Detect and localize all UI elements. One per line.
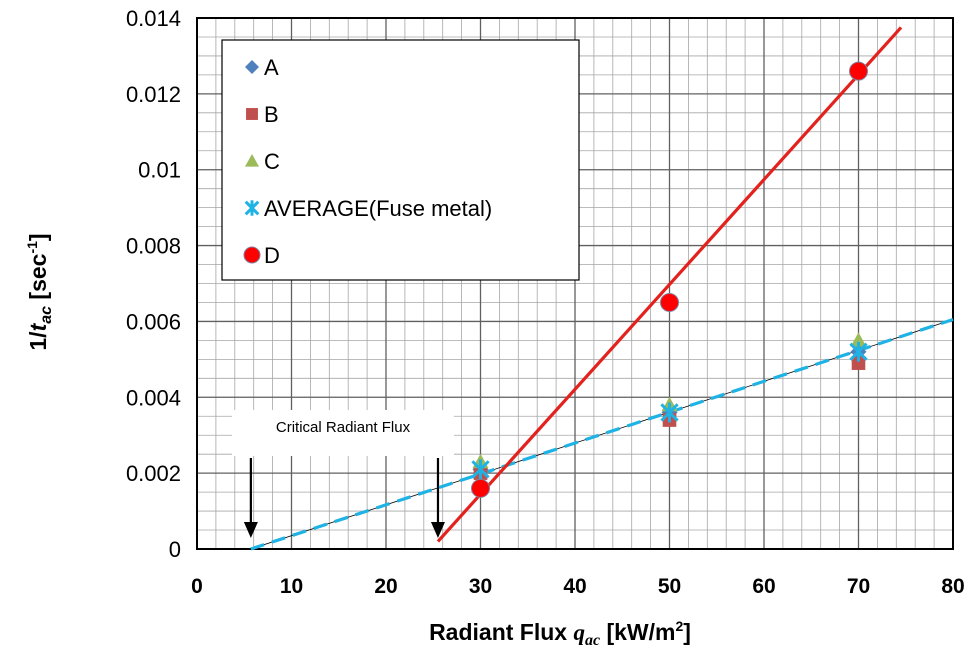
data-point-C [850,332,867,347]
y-axis-ticks: 0 0.002 0.004 0.006 0.008 0.01 0.012 0.014 [126,6,181,562]
legend-label: B [264,102,279,127]
legend-label: A [264,55,279,80]
legend: ABC AVERAGE(Fuse metal) D [221,39,580,281]
x-tick-label: 20 [374,575,397,598]
annotation-label-box [232,410,454,456]
legend-label: AVERAGE(Fuse metal) [264,196,492,221]
legend-symbol [243,246,261,264]
x-tick-label: 40 [563,575,586,598]
legend-symbol [245,60,259,74]
data-point-D [849,61,868,81]
trendline-solid [436,26,903,543]
data-point-AVERAGE(Fuse metal) [471,459,490,480]
legend-symbol [244,200,260,216]
y-tick-label: 0 [169,537,181,562]
x-axis-ticks: 0 10 20 30 40 50 60 70 80 [191,575,965,598]
data-point-D [660,292,679,312]
y-tick-label: 0.006 [126,309,181,334]
x-tick-label: 10 [280,575,303,598]
data-markers [471,61,868,498]
trendlines [250,26,954,551]
y-axis-title: 1/tac [sec-1] [24,233,55,350]
x-tick-label: 70 [847,575,870,598]
legend-symbol [246,108,258,120]
annotation-arrow-head [430,522,445,538]
legend-box [221,39,580,281]
legend-items: ABC AVERAGE(Fuse metal) D [243,55,492,268]
data-point-AVERAGE(Fuse metal) [660,402,679,423]
legend-label: D [264,243,280,268]
data-point-B [851,356,866,370]
annotation-label: Critical Radiant Flux [276,419,411,436]
x-tick-label: 0 [191,575,203,598]
x-tick-label: 50 [658,575,681,598]
y-tick-label: 0.004 [126,385,181,410]
x-tick-label: 60 [752,575,775,598]
trendline-dashed [250,318,954,551]
data-point-AVERAGE(Fuse metal) [849,341,868,362]
x-tick-label: 30 [469,575,492,598]
x-tick-label: 80 [941,575,964,598]
x-axis-title: Radiant Flux qac [kW/m2] [429,618,691,649]
annotation-arrow-head [243,522,258,538]
y-tick-label: 0.012 [126,82,181,107]
data-point-D [471,478,490,498]
y-tick-label: 0.008 [126,234,181,259]
legend-label: C [264,149,280,174]
y-tick-label: 0.01 [138,158,181,183]
y-tick-label: 0.002 [126,461,181,486]
legend-symbol [245,154,259,167]
y-tick-label: 0.014 [126,6,181,31]
critical-flux-annotation: Critical Radiant Flux [232,410,454,538]
plot-area-frame [196,17,954,550]
